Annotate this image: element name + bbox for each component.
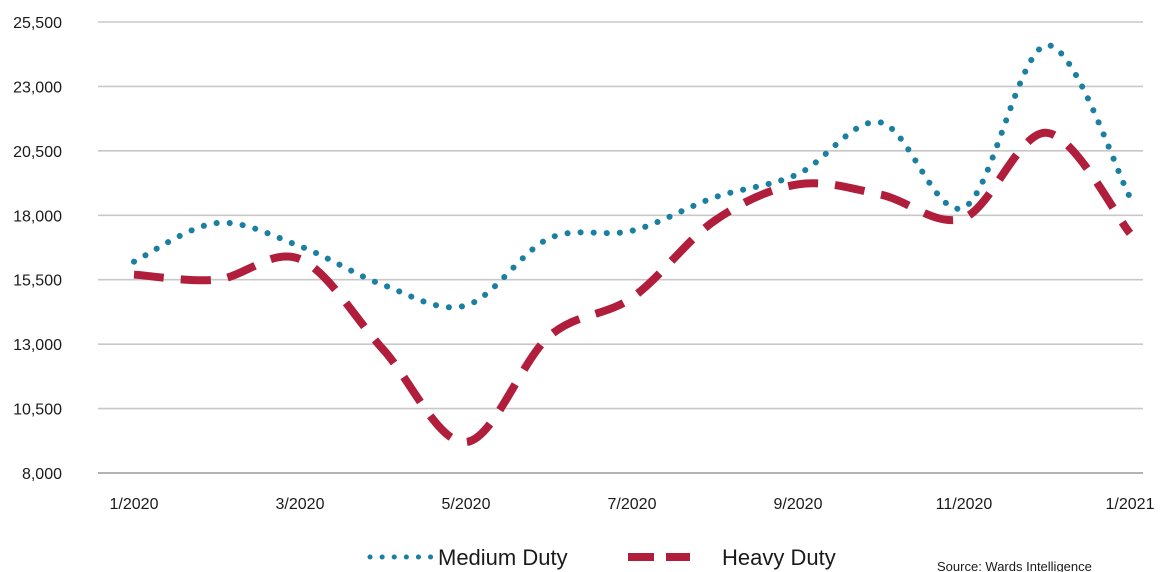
x-tick-label: 9/2020: [774, 496, 823, 513]
x-tick-label: 1/2021: [1106, 496, 1155, 513]
x-tick-label: 3/2020: [276, 496, 325, 513]
x-tick-label: 7/2020: [608, 496, 657, 513]
x-tick-label: 1/2020: [110, 496, 159, 513]
y-tick-label: 15,500: [13, 273, 62, 290]
x-axis-tick-labels: 1/2020 3/2020 5/2020 7/2020 9/2020 11/2020 1/2…: [110, 496, 1155, 513]
y-axis-tick-labels: 8,000 10,500 13,000 15,500 18,000 20,500 23,00…: [13, 15, 62, 483]
y-tick-label: 20,500: [13, 144, 62, 161]
series-line-heavy-duty: [133, 128, 1134, 447]
legend: Medium Duty Heavy Duty: [367, 545, 836, 570]
y-tick-label: 10,500: [13, 402, 62, 419]
series-lines: [131, 42, 1134, 447]
y-tick-label: 23,000: [13, 79, 62, 96]
gridlines: [98, 21, 1143, 474]
x-tick-label: 11/2020: [936, 496, 993, 513]
legend-label-medium-duty: Medium Duty: [438, 545, 568, 570]
y-tick-label: 25,500: [13, 15, 62, 32]
source-note: Source: Wards Intelligence: [937, 559, 1092, 572]
x-tick-label: 5/2020: [442, 496, 491, 513]
legend-label-heavy-duty: Heavy Duty: [722, 545, 836, 570]
y-tick-label: 13,000: [13, 337, 62, 354]
series-line-medium-duty: [131, 42, 1133, 311]
y-tick-label: 18,000: [13, 208, 62, 225]
y-tick-label: 8,000: [22, 466, 62, 483]
